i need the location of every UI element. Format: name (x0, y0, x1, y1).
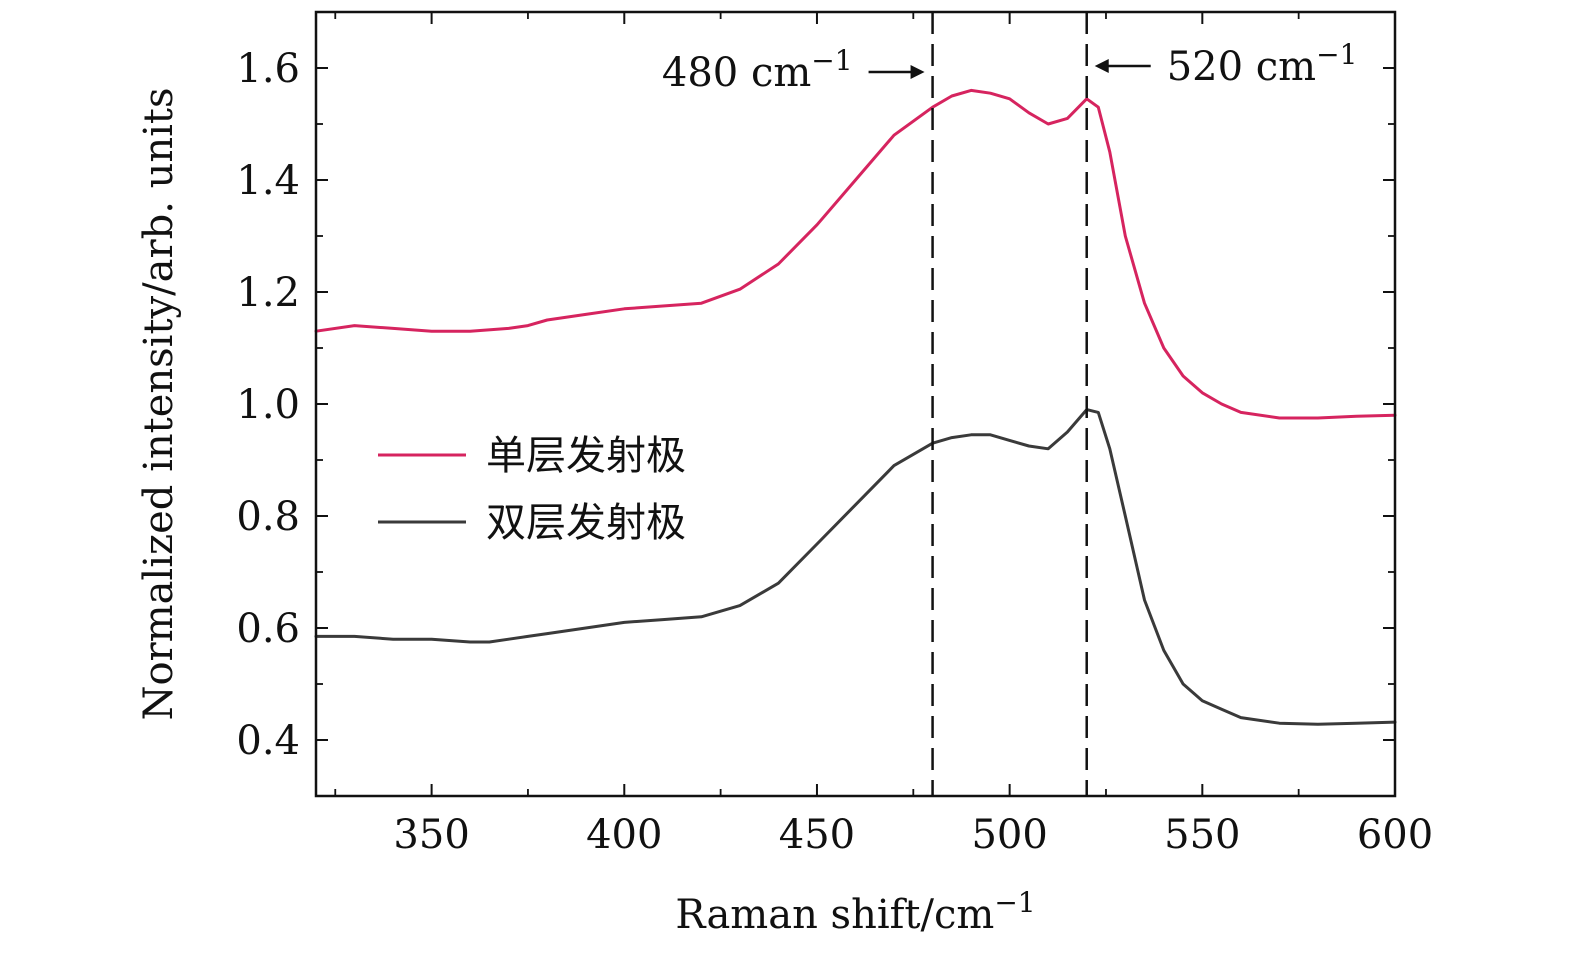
y-tick-label: 0.8 (236, 494, 300, 540)
y-tick-label: 0.4 (236, 718, 300, 764)
x-tick-label: 450 (779, 812, 855, 858)
y-axis-label: Normalized intensity/arb. units (136, 87, 182, 720)
series-line-single-layer (314, 88, 1397, 420)
annotation-text: 480 cm (662, 50, 811, 96)
y-tick-label: 0.6 (236, 606, 300, 652)
legend-label: 单层发射极 (486, 433, 686, 479)
x-tick-label: 550 (1164, 812, 1240, 858)
x-tick-label: 600 (1357, 812, 1433, 858)
y-tick-label: 1.0 (236, 382, 300, 428)
reference-lines: 480 cm−1 520 cm−1 (662, 12, 1358, 796)
y-tick-label: 1.6 (236, 46, 300, 92)
annotation-text: 520 cm (1167, 44, 1316, 90)
x-tick-label: 400 (586, 812, 662, 858)
axis-ticks: 350 400 450 500 550 600 0.4 0.6 0.8 1.0 1.2 1.4 1.6 (236, 11, 1433, 858)
annotation-superscript: −1 (1316, 38, 1357, 71)
annotation-arrowhead (1094, 59, 1109, 73)
x-tick-label: 350 (393, 812, 469, 858)
x-axis-label-superscript: −1 (994, 886, 1035, 919)
x-axis-label: Raman shift/cm−1 (675, 886, 1035, 938)
annotation-label-520: 520 cm−1 (1167, 38, 1358, 90)
plot-frame (314, 10, 1397, 798)
annotation-arrowhead (910, 65, 925, 79)
series-line-double-layer (314, 408, 1397, 726)
legend-label: 双层发射极 (486, 500, 686, 546)
annotation-superscript: −1 (811, 44, 852, 77)
series-layer (314, 88, 1397, 726)
annotation-label-480: 480 cm−1 (662, 44, 853, 96)
y-tick-label: 1.4 (236, 158, 300, 204)
x-tick-label: 500 (971, 812, 1047, 858)
y-tick-label: 1.2 (236, 270, 300, 316)
